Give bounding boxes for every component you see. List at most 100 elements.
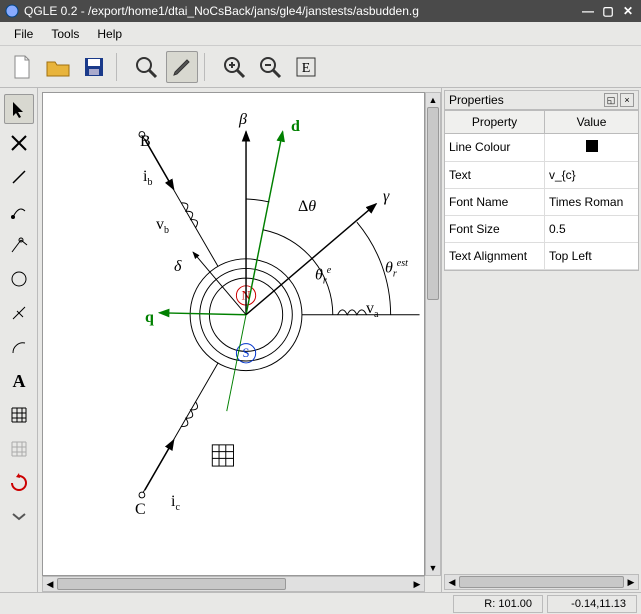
zoom-in-button[interactable] [218, 51, 250, 83]
rotor-s-label: S [243, 346, 250, 360]
chevron-down-icon [9, 512, 29, 522]
status-radius: R: 101.00 [453, 595, 543, 613]
tool-grid[interactable] [4, 400, 34, 430]
app-icon [4, 3, 20, 19]
label-vb: vb [156, 216, 169, 236]
drawing-canvas[interactable]: N S [42, 92, 425, 576]
col-value: Value [545, 111, 638, 133]
export-button[interactable]: E [290, 51, 322, 83]
scroll-left-icon[interactable]: ◀ [43, 577, 57, 591]
panel-detach-button[interactable]: ◱ [604, 93, 618, 107]
label-d: d [291, 118, 300, 136]
prop-row-line-colour[interactable]: Line Colour [445, 134, 638, 162]
tool-arc[interactable] [4, 332, 34, 362]
line-icon [9, 167, 29, 187]
minimize-button[interactable]: — [579, 3, 597, 19]
scroll-right-icon[interactable]: ▶ [410, 577, 424, 591]
tool-pointer[interactable] [4, 94, 34, 124]
zoom-button[interactable] [130, 51, 162, 83]
canvas-horizontal-scrollbar[interactable]: ◀ ▶ [42, 576, 425, 592]
magnifier-icon [134, 55, 158, 79]
label-delta: δ [174, 258, 181, 276]
rotate-icon [9, 473, 29, 493]
scroll-thumb[interactable] [427, 107, 439, 300]
export-icon: E [295, 56, 317, 78]
properties-horizontal-scrollbar[interactable]: ◀ ▶ [444, 574, 639, 590]
tool-perp[interactable] [4, 298, 34, 328]
scroll-right-icon[interactable]: ▶ [624, 575, 638, 589]
tool-grid-gray[interactable] [4, 434, 34, 464]
grid-icon [9, 405, 29, 425]
left-toolbox: A [0, 88, 38, 592]
cross-icon [9, 133, 29, 153]
status-coords: -0.14,11.13 [547, 595, 637, 613]
circle-icon [9, 269, 29, 289]
scroll-down-icon[interactable]: ▼ [426, 561, 440, 575]
diagram-svg: N S [43, 93, 424, 575]
label-theta-r-est: θrest [385, 258, 408, 280]
tool-line[interactable] [4, 162, 34, 192]
prop-row-text-align[interactable]: Text Alignment Top Left [445, 243, 638, 270]
open-button[interactable] [42, 51, 74, 83]
label-C: C [135, 501, 146, 519]
text-a-icon: A [9, 371, 29, 391]
tool-arc-node[interactable] [4, 196, 34, 226]
properties-panel: Properties ◱ × Property Value Line Colou… [441, 88, 641, 592]
prop-row-font-size[interactable]: Font Size 0.5 [445, 216, 638, 243]
col-property: Property [445, 111, 545, 133]
arc-node-icon [9, 201, 29, 221]
pencil-icon [170, 55, 194, 79]
scroll-thumb[interactable] [57, 578, 286, 590]
tool-tangent[interactable] [4, 230, 34, 260]
label-theta-r-e: θre [315, 265, 331, 287]
svg-text:A: A [12, 371, 25, 391]
edit-button[interactable] [166, 51, 198, 83]
save-button[interactable] [78, 51, 110, 83]
canvas-area: N S [38, 88, 441, 592]
new-file-button[interactable] [6, 51, 38, 83]
maximize-button[interactable]: ▢ [599, 3, 617, 19]
zoom-out-button[interactable] [254, 51, 286, 83]
scroll-left-icon[interactable]: ◀ [445, 575, 459, 589]
close-button[interactable]: ✕ [619, 3, 637, 19]
label-va: va [366, 300, 378, 320]
panel-close-button[interactable]: × [620, 93, 634, 107]
window-title: QGLE 0.2 - /export/home1/dtai_NoCsBack/j… [24, 4, 579, 18]
new-file-icon [11, 54, 33, 80]
scroll-thumb[interactable] [459, 576, 624, 588]
properties-header: Properties ◱ × [444, 90, 639, 110]
tool-rotate[interactable] [4, 468, 34, 498]
label-B: B [140, 133, 151, 151]
zoom-out-icon [258, 55, 282, 79]
svg-text:E: E [302, 61, 311, 76]
properties-title: Properties [449, 93, 602, 107]
label-q: q [145, 309, 154, 327]
arc-icon [9, 337, 29, 357]
toolbar: E [0, 46, 641, 88]
label-beta: β [239, 111, 247, 129]
tool-text[interactable]: A [4, 366, 34, 396]
prop-row-font-name[interactable]: Font Name Times Roman [445, 189, 638, 216]
menu-tools[interactable]: Tools [43, 25, 87, 43]
label-gamma: γ [383, 188, 389, 206]
canvas-vertical-scrollbar[interactable]: ▲ ▼ [425, 92, 441, 576]
menu-file[interactable]: File [6, 25, 41, 43]
scroll-up-icon[interactable]: ▲ [426, 93, 440, 107]
save-floppy-icon [83, 56, 105, 78]
pointer-icon [9, 99, 29, 119]
properties-table: Property Value Line Colour Text v_{c} Fo… [444, 110, 639, 271]
color-swatch[interactable] [586, 140, 598, 152]
label-ib: ib [143, 168, 152, 188]
label-ic: ic [171, 493, 180, 513]
grid-gray-icon [9, 439, 29, 459]
menu-help[interactable]: Help [89, 25, 130, 43]
tool-more[interactable] [4, 502, 34, 532]
menubar: File Tools Help [0, 22, 641, 46]
label-delta-theta: Δθ [298, 198, 316, 216]
prop-row-text[interactable]: Text v_{c} [445, 162, 638, 189]
statusbar: R: 101.00 -0.14,11.13 [0, 592, 641, 614]
tool-circle[interactable] [4, 264, 34, 294]
tangent-icon [9, 235, 29, 255]
zoom-in-icon [222, 55, 246, 79]
tool-cross[interactable] [4, 128, 34, 158]
